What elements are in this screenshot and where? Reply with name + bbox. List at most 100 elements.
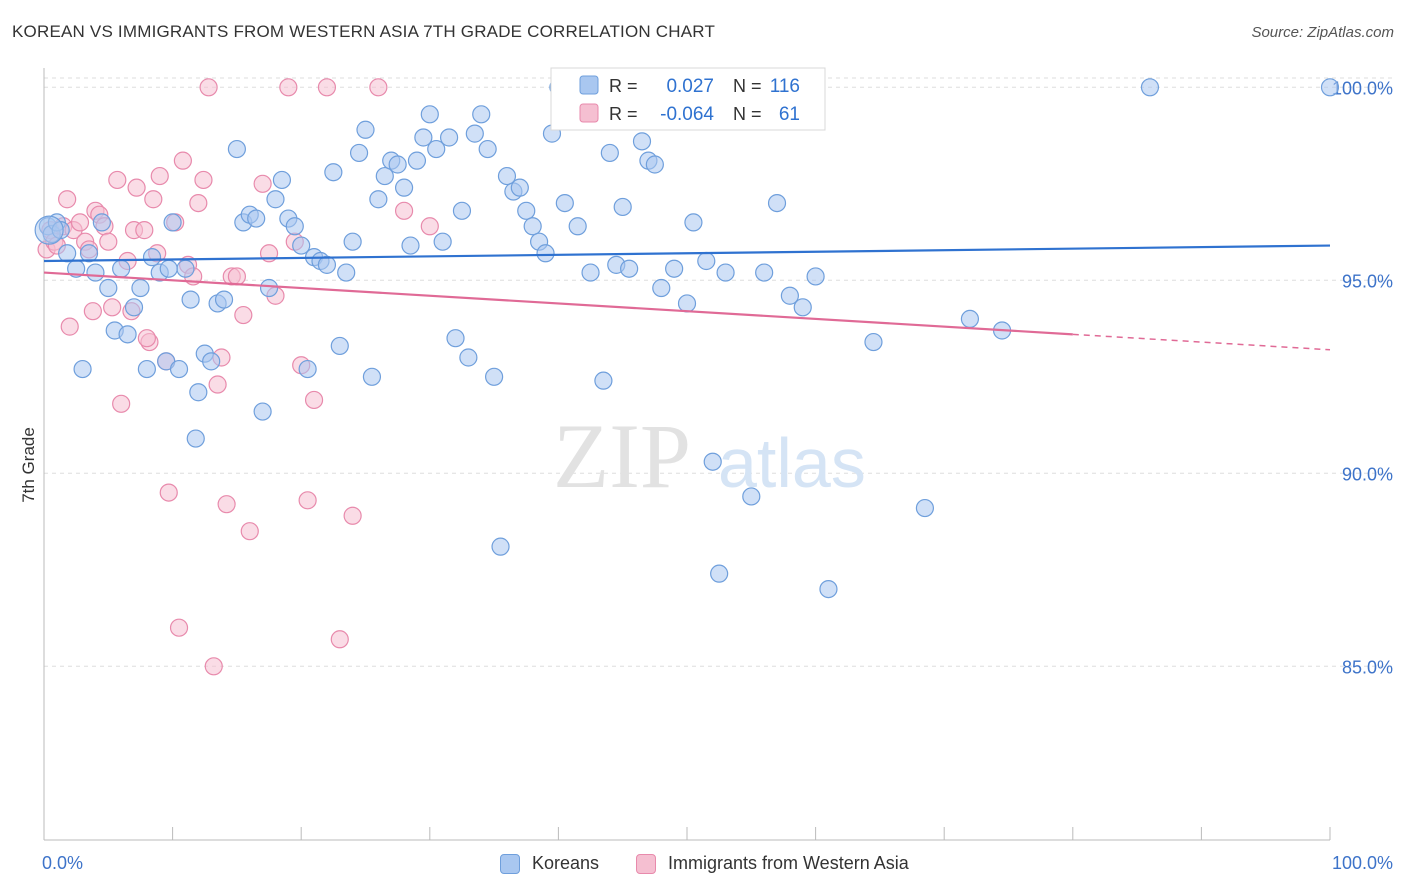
y-axis-label: 7th Grade — [19, 427, 38, 503]
western-asia-point — [217, 495, 236, 514]
legend-r-value: 0.027 — [666, 76, 714, 97]
korean-point — [272, 170, 292, 190]
western-asia-point — [150, 166, 169, 186]
korean-point — [459, 348, 478, 367]
korean-point — [343, 232, 362, 251]
western-asia-point — [144, 190, 163, 209]
korean-point — [375, 166, 394, 186]
x-tick-label: 0.0% — [42, 853, 83, 873]
korean-point — [131, 278, 150, 298]
korean-point — [79, 244, 99, 263]
legend-swatch-western-asia — [636, 853, 656, 874]
korean-point — [915, 498, 935, 518]
western-asia-point — [189, 194, 208, 213]
korean-point — [253, 402, 272, 421]
western-asia-point — [137, 329, 156, 348]
western-asia-point — [394, 201, 414, 220]
korean-point — [181, 290, 200, 309]
korean-point — [176, 259, 195, 278]
korean-point — [388, 155, 407, 174]
korean-point — [568, 217, 587, 236]
korean-point — [298, 359, 317, 379]
western-asia-point — [169, 618, 189, 637]
korean-point — [497, 166, 517, 186]
korean-point — [465, 124, 484, 143]
korean-point — [555, 194, 574, 213]
western-asia-point — [204, 657, 223, 676]
legend-swatch-koreans — [579, 75, 599, 95]
western-asia-point — [173, 151, 192, 170]
watermark: ZIP atlas — [553, 405, 866, 507]
korean-point — [491, 537, 510, 556]
korean-point — [645, 155, 664, 174]
western-asia-point — [330, 630, 349, 649]
western-asia-point — [369, 78, 388, 97]
korean-point — [349, 143, 369, 163]
korean-point — [142, 248, 162, 267]
western-asia-point — [304, 390, 324, 410]
korean-point — [755, 263, 774, 282]
korean-point — [632, 132, 652, 151]
korean-point — [214, 290, 234, 309]
korean-point — [92, 213, 111, 232]
korean-point — [716, 263, 735, 282]
korean-point — [227, 139, 246, 159]
korean-point — [478, 139, 497, 159]
legend-n-label: N = — [733, 76, 762, 96]
legend-label-western-asia: Immigrants from Western Asia — [668, 853, 909, 873]
korean-point — [285, 217, 304, 236]
korean-point — [710, 564, 729, 583]
western-asia-point — [317, 78, 337, 97]
watermark-zip: ZIP — [553, 405, 691, 507]
korean-point — [394, 178, 414, 197]
korean-point — [324, 163, 343, 182]
y-tick-label: 90.0% — [1342, 464, 1393, 484]
stats-legend: R = 0.027 N = 116 R = -0.064 N = 61 — [550, 67, 826, 131]
legend-item-western-asia[interactable]: Immigrants from Western Asia — [636, 853, 909, 874]
korean-point — [407, 151, 427, 170]
korean-point — [202, 352, 221, 371]
korean-point — [266, 190, 285, 209]
legend-label-koreans: Koreans — [532, 853, 600, 873]
korean-point — [317, 255, 337, 274]
korean-point — [292, 236, 311, 255]
korean-point — [523, 217, 542, 236]
legend-item-koreans[interactable]: Koreans — [500, 853, 599, 874]
korean-point — [793, 298, 812, 317]
korean-point — [703, 452, 722, 471]
western-asia-point — [234, 305, 253, 325]
western-asia-trend-line — [43, 271, 1073, 336]
korean-point — [118, 325, 137, 344]
korean-point — [73, 359, 92, 379]
western-asia-point — [108, 170, 127, 190]
korean-point — [806, 267, 825, 286]
western-asia-point — [240, 522, 259, 541]
korean-point — [34, 215, 64, 245]
korean-point — [677, 294, 697, 313]
western-asia-trend-extension — [1072, 333, 1331, 351]
korean-point — [420, 105, 439, 124]
series-koreans — [34, 78, 1340, 599]
western-asia-point — [112, 394, 131, 413]
korean-point — [330, 336, 349, 356]
western-asia-point — [159, 483, 178, 502]
x-tick-label: 100.0% — [1332, 853, 1393, 873]
legend-n-label: N = — [733, 104, 762, 124]
korean-point — [665, 259, 684, 278]
western-asia-point — [127, 178, 146, 197]
korean-point — [362, 367, 382, 386]
western-asia-point — [279, 78, 298, 97]
korean-point — [369, 190, 388, 209]
legend-r-value: -0.064 — [660, 104, 714, 125]
western-asia-point — [99, 232, 118, 251]
korean-point — [446, 329, 465, 348]
western-asia-point — [343, 506, 362, 525]
korean-point — [780, 286, 799, 305]
western-asia-point — [208, 375, 227, 394]
series-legend: Koreans Immigrants from Western Asia — [0, 850, 1406, 880]
korean-point — [186, 429, 205, 448]
korean-point — [137, 359, 156, 379]
western-asia-point — [83, 302, 102, 321]
y-tick-label: 85.0% — [1342, 657, 1393, 677]
korean-point — [1140, 78, 1160, 97]
